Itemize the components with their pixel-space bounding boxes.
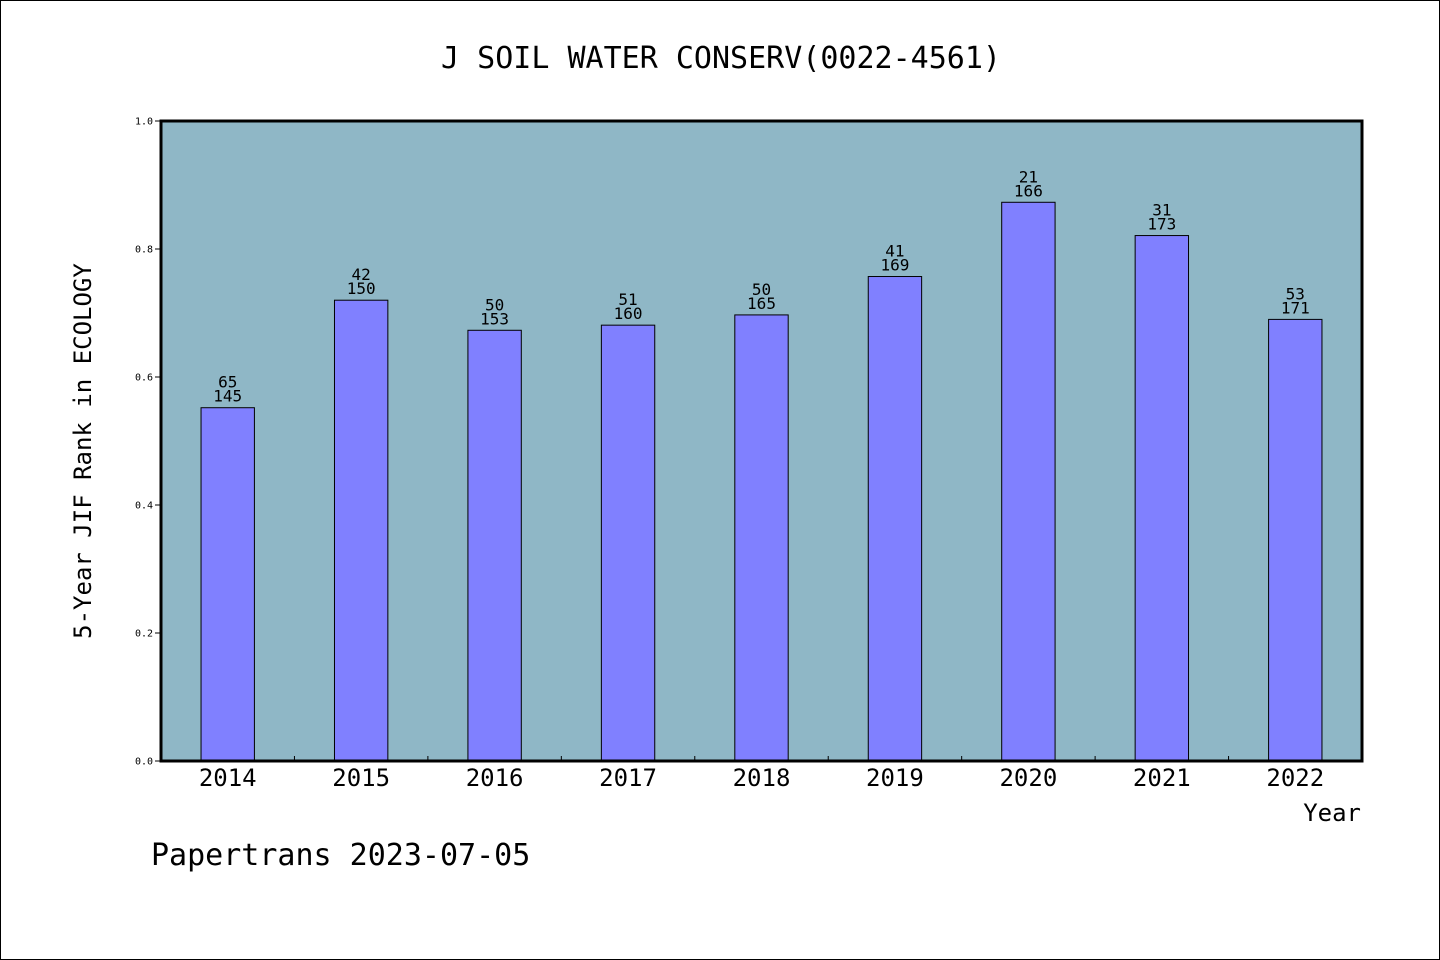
bar-rank-label: 21 [1019,167,1038,186]
bar-labels-group: 6514542150501535116050165411692116631173… [213,167,1309,405]
bar-total-label: 160 [614,304,643,323]
y-tick-label: 1.0 [135,117,153,128]
bars-group [200,201,1323,762]
bar-total-label: 153 [480,309,509,328]
x-tick-label: 2020 [999,764,1057,792]
x-tick-label: 2021 [1133,764,1191,792]
bar-rank-label: 50 [485,295,504,314]
bar-rank-label: 53 [1286,284,1305,303]
x-tick-label: 2017 [599,764,657,792]
y-tick-label: 0.2 [135,629,153,640]
y-axis-label: 5-Year JIF Rank in ECOLOGY [69,263,97,639]
bar-2015 [333,299,389,762]
x-tick-label: 2018 [733,764,791,792]
bar-rank-label: 50 [752,280,771,299]
y-tick-label: 0.6 [135,373,153,384]
x-tick-label: 2014 [199,764,257,792]
x-axis: 2014 2015 2016 2017 2018 2019 2020 2021 2022 [199,756,1324,792]
chart-title: J SOIL WATER CONSERV(0022-4561) [441,41,1001,76]
bar-rank-label: 65 [218,373,237,392]
bar-2016 [467,329,522,762]
bar-2021 [1134,235,1190,762]
bar-total-label: 171 [1281,298,1310,317]
y-axis: 0.0 0.2 0.4 0.6 0.8 1.0 [135,117,161,768]
y-tick-label: 0.0 [135,757,153,768]
x-tick-label: 2019 [866,764,924,792]
y-tick-label: 0.8 [135,245,153,256]
x-tick-label: 2022 [1266,764,1324,792]
bar-2017 [600,324,656,762]
bar-2018 [734,314,789,762]
x-tick-label: 2016 [466,764,524,792]
bar-rank-label: 42 [352,265,371,284]
bar-2020 [1001,201,1056,762]
footer-credit: Papertrans 2023-07-05 [151,838,530,873]
bar-total-label: 165 [747,294,776,313]
bar-2019 [867,276,923,762]
bar-total-label: 166 [1014,181,1043,200]
bar-total-label: 173 [1147,215,1176,234]
bar-total-label: 150 [347,279,376,298]
y-tick-label: 0.4 [135,501,153,512]
x-axis-label: Year [1303,799,1361,827]
bar-total-label: 169 [880,256,909,275]
x-tick-label: 2015 [332,764,390,792]
bar-2022 [1268,318,1323,762]
plot-border [159,119,1364,763]
bar-2014 [200,407,255,762]
bar-total-label: 145 [213,387,242,406]
bar-rank-label: 41 [885,242,904,261]
bar-rank-label: 51 [618,290,637,309]
bar-rank-label: 31 [1152,201,1171,220]
